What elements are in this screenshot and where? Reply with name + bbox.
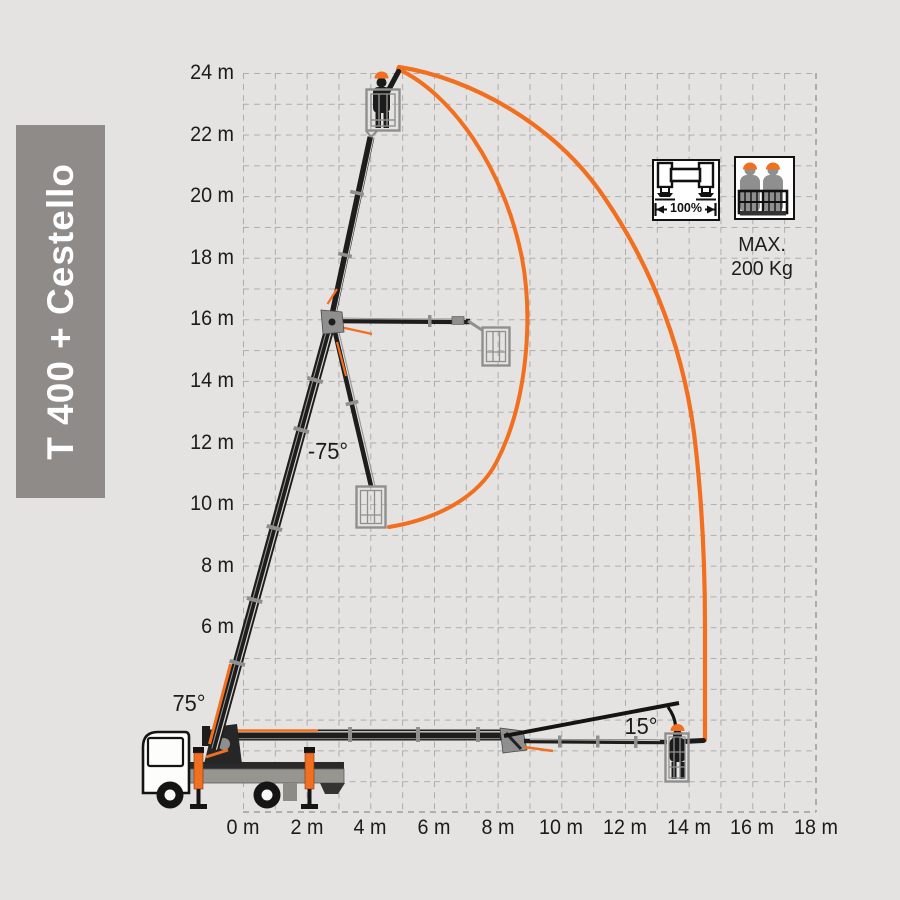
y-axis-label: 18 m <box>190 246 234 269</box>
x-axis-label: 6 m <box>417 816 451 839</box>
metric-grid <box>243 73 817 813</box>
basket-24m <box>365 88 401 132</box>
y-axis-label: 10 m <box>190 492 234 515</box>
product-title: T 400 + Cestello <box>39 163 81 460</box>
inner-envelope-curve <box>387 67 530 529</box>
horizontal-boom-pose <box>202 701 680 754</box>
y-axis-label: 12 m <box>190 431 234 454</box>
y-axis-label: 22 m <box>190 123 234 146</box>
stabilizer-percent-label: 100% <box>667 202 705 215</box>
y-axis-label: 24 m <box>190 61 234 84</box>
angle-label-15: 15° <box>624 713 658 739</box>
x-axis-label: 4 m <box>353 816 387 839</box>
x-axis-label: 18 m <box>794 816 838 839</box>
y-axis-label: 8 m <box>201 554 234 577</box>
angle-label-minus-75: -75° <box>307 438 349 464</box>
truck <box>141 724 345 809</box>
y-axis-label: 14 m <box>190 369 234 392</box>
x-axis-label: 14 m <box>667 816 711 839</box>
y-axis-label: 6 m <box>201 615 234 638</box>
angle-label-75: 75° <box>172 690 206 716</box>
x-axis-label: 8 m <box>481 816 515 839</box>
x-axis-label: 16 m <box>730 816 774 839</box>
x-axis-label: 2 m <box>290 816 324 839</box>
x-axis-label: 10 m <box>539 816 583 839</box>
y-axis-label: 16 m <box>190 307 234 330</box>
jib-horizontal <box>333 315 483 336</box>
max-capacity-line2: 200 Kg <box>731 257 793 280</box>
rear-outrigger <box>301 747 318 809</box>
outriggers-icon <box>654 161 717 216</box>
product-title-band: T 400 + Cestello <box>16 125 105 498</box>
fifteen-degree-line <box>503 701 680 738</box>
raised-boom-75 <box>208 129 483 751</box>
outer-envelope-curve <box>396 64 708 743</box>
y-axis-label: 20 m <box>190 184 234 207</box>
working-envelope-curves <box>387 64 708 743</box>
basket-capacity-icon <box>734 156 795 220</box>
x-axis-label: 12 m <box>603 816 647 839</box>
x-axis-label: 0 m <box>226 816 260 839</box>
stabilizer-spread-icon: 100% <box>652 159 720 221</box>
max-capacity-line1: MAX. <box>738 233 786 256</box>
basket-ground <box>664 732 690 783</box>
basket-10m <box>355 485 387 529</box>
basket-16m <box>481 326 511 367</box>
front-outrigger <box>190 747 207 809</box>
two-operators-icon <box>737 162 789 216</box>
jib-up <box>326 129 378 324</box>
cab-window <box>146 736 185 768</box>
jib-down <box>331 326 376 487</box>
